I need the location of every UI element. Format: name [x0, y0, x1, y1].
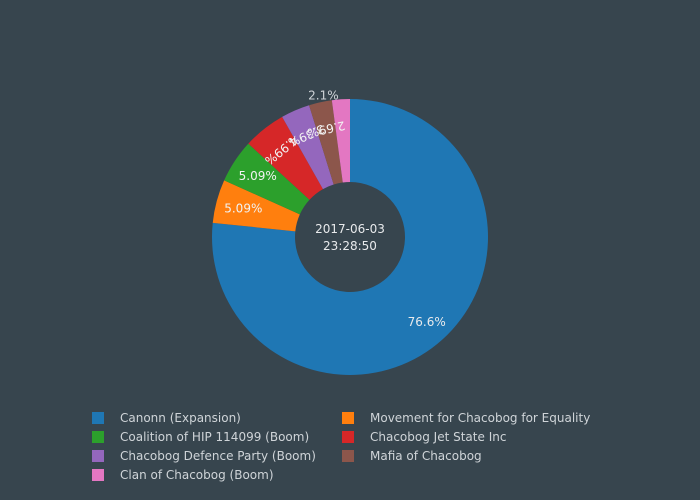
slice-0 — [212, 99, 489, 376]
legend-label: Mafia of Chacobog — [370, 448, 482, 463]
legend-swatch — [342, 449, 354, 462]
slice-label-0: 76.6% — [408, 315, 446, 329]
donut-chart-svg: 76.6%5.09%5.09%4.99%3.39%2.69%2.1% 2017-… — [212, 88, 489, 376]
legend-swatch — [342, 430, 354, 443]
legend-label: Canonn (Expansion) — [120, 410, 241, 425]
slice-label-2: 5.09% — [239, 169, 277, 183]
legend-swatch — [92, 430, 104, 443]
legend-swatch — [342, 411, 354, 424]
legend-label: Chacobog Defence Party (Boom) — [120, 448, 316, 463]
legend-item-5[interactable]: Mafia of Chacobog — [342, 446, 482, 465]
legend-swatch — [92, 468, 104, 481]
slice-6 — [331, 99, 350, 183]
legend-item-4[interactable]: Chacobog Defence Party (Boom) — [92, 446, 316, 465]
legend-item-3[interactable]: Chacobog Jet State Inc — [342, 427, 506, 446]
legend-label: Movement for Chacobog for Equality — [370, 410, 591, 425]
slice-label-6: 2.1% — [308, 88, 339, 102]
slice-5 — [309, 100, 343, 185]
slice-3 — [248, 116, 323, 200]
legend-swatch — [92, 449, 104, 462]
legend-label: Clan of Chacobog (Boom) — [120, 467, 274, 482]
legend-swatch — [92, 411, 104, 424]
center-time: 23:28:50 — [323, 239, 377, 253]
slice-label-1: 5.09% — [224, 201, 262, 215]
legend-item-1[interactable]: Movement for Chacobog for Equality — [342, 408, 590, 427]
slice-2 — [224, 143, 310, 215]
legend-label: Coalition of HIP 114099 (Boom) — [120, 429, 310, 444]
slice-1 — [212, 180, 300, 232]
center-date: 2017-06-03 — [315, 222, 385, 236]
legend-label: Chacobog Jet State Inc — [370, 429, 507, 444]
legend-item-2[interactable]: Coalition of HIP 114099 (Boom) — [92, 427, 309, 446]
legend-item-6[interactable]: Clan of Chacobog (Boom) — [92, 465, 274, 484]
slices-layer — [212, 99, 489, 376]
legend-item-0[interactable]: Canonn (Expansion) — [92, 408, 241, 427]
center-label: 2017-06-03 23:28:50 — [315, 222, 385, 253]
slice-4 — [282, 105, 334, 190]
legend: Canonn (Expansion) Movement for Chacobog … — [92, 408, 692, 498]
